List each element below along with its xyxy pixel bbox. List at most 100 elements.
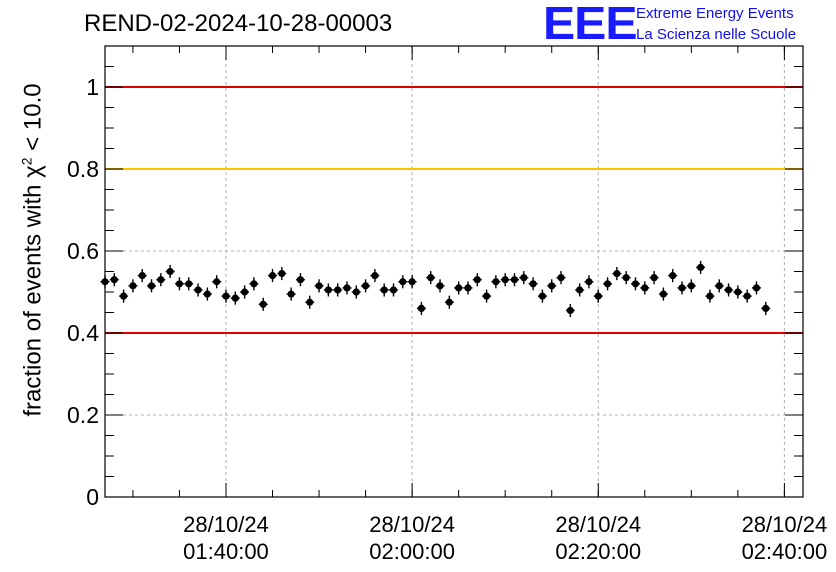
y-tick-label: 0.6 [67,238,99,264]
data-point [240,285,250,299]
point-marker [464,284,472,292]
data-point [677,281,687,295]
data-point [509,273,519,287]
point-marker [613,269,621,278]
point-marker [594,292,602,300]
point-marker [287,290,295,298]
point-marker [250,280,258,288]
data-point [751,281,761,295]
data-point [472,273,482,287]
point-marker [324,286,332,294]
data-point [612,266,622,281]
point-marker [101,278,109,286]
data-point [556,271,566,285]
reference-lines [105,86,803,334]
point-marker [427,274,435,282]
point-marker [315,282,323,290]
data-point [323,283,333,297]
data-point [100,275,110,289]
point-marker [110,276,118,284]
data-point [268,269,278,283]
data-point [221,289,231,303]
y-tick-label: 0.8 [67,156,99,182]
point-marker [138,272,146,280]
point-marker [752,284,761,292]
point-marker [436,282,444,290]
data-point [398,275,408,289]
data-point [416,301,426,315]
data-point [137,269,147,283]
data-point [724,283,734,297]
data-point [630,277,640,291]
point-marker [520,274,528,282]
data-point [119,289,129,303]
point-marker [222,292,230,300]
point-marker [213,278,221,286]
data-point [537,289,547,303]
point-marker [157,276,165,284]
data-point [565,303,575,318]
data-point [714,279,724,293]
data-point [165,264,175,279]
x-tick-time-label: 01:40:00 [183,539,269,564]
point-marker [259,300,267,308]
data-point [379,283,389,297]
data-point [705,289,715,303]
point-marker [417,304,426,312]
data-point [686,279,696,293]
point-marker [715,282,723,290]
data-point [742,289,752,303]
point-marker [762,304,770,312]
data-point [575,283,585,297]
data-point [193,283,203,297]
data-point [295,273,305,287]
point-marker [166,267,174,276]
point-marker [185,280,193,288]
data-point [603,277,613,291]
point-marker [650,274,658,282]
point-marker [445,298,453,306]
data-point [444,295,454,309]
point-marker [669,272,677,280]
data-point [351,285,361,299]
y-tick-label: 0.2 [67,402,99,428]
data-point [333,283,343,297]
x-tick-date-label: 28/10/24 [555,512,641,537]
axes: 00.20.40.60.8128/10/2401:40:0028/10/2402… [67,45,828,564]
data-point [314,279,324,293]
point-marker [408,278,416,286]
point-marker [120,292,128,300]
x-tick-time-label: 02:20:00 [555,539,641,564]
data-point [463,281,473,295]
point-marker [473,276,481,284]
y-tick-label: 1 [86,74,99,100]
x-tick-date-label: 28/10/24 [742,512,828,537]
point-marker [538,292,547,300]
data-point [658,287,668,301]
data-point [389,283,399,297]
point-marker [603,280,612,288]
data-point [491,275,501,289]
data-point [249,277,259,291]
y-tick-label: 0 [86,484,99,510]
point-marker [268,272,277,280]
point-marker [576,286,584,294]
point-marker [371,272,379,280]
point-marker [510,276,519,284]
point-marker [734,288,742,296]
point-marker [352,288,360,296]
point-marker [548,282,556,290]
data-point [230,291,240,305]
data-point [668,269,678,283]
data-point [454,281,464,295]
chart-title: REND-02-2024-10-28-00003 [84,10,393,37]
point-marker [175,280,184,288]
data-point [202,287,212,301]
eee-logo-line1: Extreme Energy Events [636,5,794,22]
data-point [147,279,157,293]
point-marker [361,282,370,290]
data-point [621,271,631,285]
point-marker [389,286,398,294]
point-marker [641,284,649,292]
data-point [500,273,510,287]
